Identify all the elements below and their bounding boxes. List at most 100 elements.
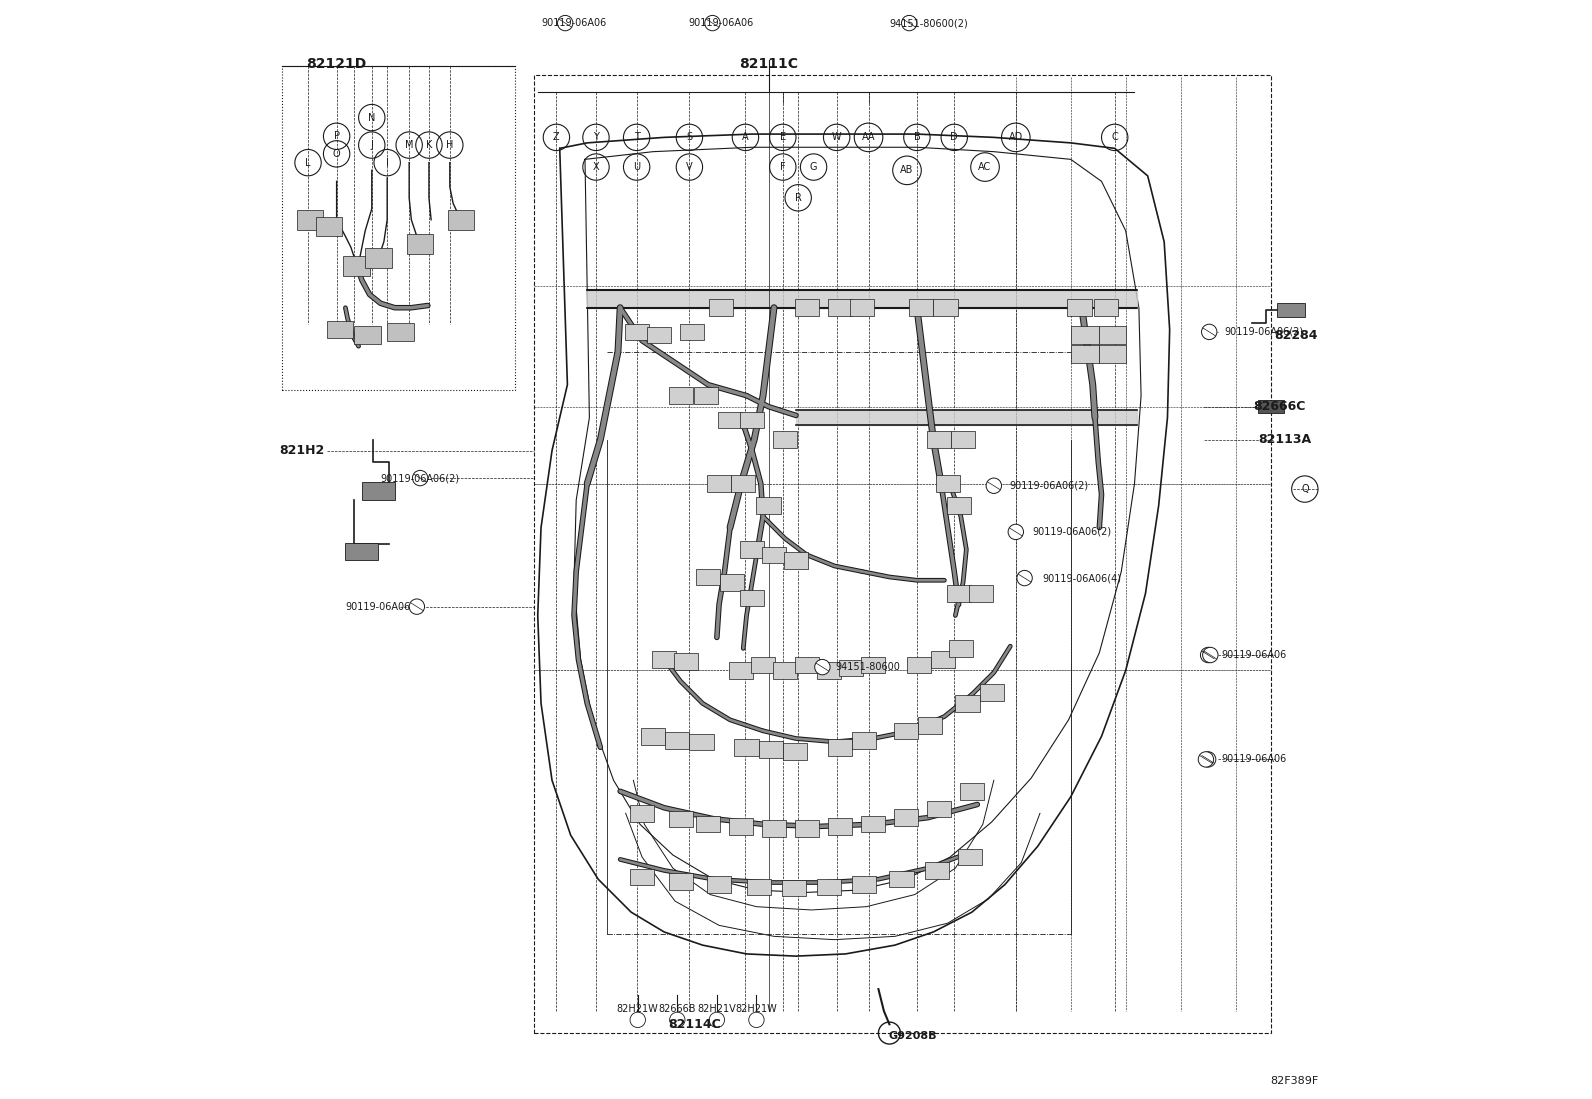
Text: 821H2: 821H2 bbox=[279, 444, 325, 457]
Text: 90119-06A06(2): 90119-06A06(2) bbox=[1224, 326, 1304, 337]
Bar bbox=[646, 328, 670, 343]
Text: N: N bbox=[368, 112, 376, 123]
Bar bbox=[624, 323, 648, 341]
Text: AC: AC bbox=[979, 162, 992, 173]
Bar bbox=[740, 589, 764, 607]
Bar bbox=[669, 387, 693, 403]
Circle shape bbox=[1202, 324, 1216, 340]
Text: 90119-06A06(2): 90119-06A06(2) bbox=[1032, 526, 1111, 537]
Text: AA: AA bbox=[861, 132, 876, 143]
Bar bbox=[907, 656, 931, 673]
Text: A: A bbox=[742, 132, 748, 143]
Circle shape bbox=[409, 599, 425, 614]
Bar bbox=[747, 879, 771, 895]
Bar bbox=[852, 877, 876, 892]
Bar bbox=[740, 411, 764, 428]
Bar bbox=[861, 815, 885, 833]
Bar bbox=[774, 431, 798, 448]
Bar bbox=[751, 656, 775, 673]
Bar bbox=[1277, 303, 1305, 317]
Text: V: V bbox=[686, 162, 693, 173]
Bar bbox=[680, 323, 704, 341]
Text: C: C bbox=[1111, 132, 1118, 143]
Bar bbox=[630, 868, 654, 886]
Bar bbox=[731, 475, 755, 491]
Bar bbox=[960, 782, 984, 800]
Bar bbox=[447, 210, 474, 230]
Text: G9208B: G9208B bbox=[888, 1031, 936, 1042]
Text: 82111C: 82111C bbox=[739, 57, 798, 70]
Bar bbox=[669, 873, 693, 890]
Text: F: F bbox=[780, 162, 785, 173]
Bar bbox=[720, 574, 745, 591]
Bar bbox=[718, 411, 742, 428]
Bar bbox=[756, 497, 780, 513]
Bar bbox=[387, 323, 414, 341]
Text: 94151-80600: 94151-80600 bbox=[836, 662, 901, 673]
Circle shape bbox=[985, 478, 1001, 493]
Text: R: R bbox=[794, 192, 802, 203]
Circle shape bbox=[1017, 570, 1032, 586]
Bar bbox=[345, 543, 379, 560]
Text: 90119-06A06: 90119-06A06 bbox=[541, 18, 607, 29]
Bar bbox=[729, 818, 753, 835]
Bar bbox=[909, 299, 933, 317]
Bar bbox=[927, 431, 950, 448]
Text: 90119-06A06: 90119-06A06 bbox=[1221, 754, 1286, 765]
Text: Q: Q bbox=[1301, 484, 1309, 495]
Bar bbox=[890, 870, 914, 888]
Bar bbox=[408, 234, 433, 254]
Bar bbox=[326, 321, 353, 338]
Bar bbox=[759, 741, 783, 758]
Bar bbox=[696, 569, 720, 586]
Bar bbox=[708, 299, 734, 317]
Text: K: K bbox=[425, 140, 431, 151]
Circle shape bbox=[1200, 752, 1216, 767]
Bar bbox=[955, 696, 979, 712]
Text: U: U bbox=[634, 162, 640, 173]
Text: H: H bbox=[446, 140, 454, 151]
Bar bbox=[794, 820, 818, 837]
Text: 82666C: 82666C bbox=[1253, 400, 1305, 413]
Text: 94151-80600(2): 94151-80600(2) bbox=[890, 18, 968, 29]
Bar bbox=[689, 734, 713, 750]
Text: 90119-06A06: 90119-06A06 bbox=[345, 601, 411, 612]
Bar bbox=[817, 879, 841, 895]
Circle shape bbox=[748, 1012, 764, 1028]
Bar bbox=[1098, 345, 1126, 363]
Bar bbox=[774, 662, 798, 678]
Circle shape bbox=[1008, 524, 1024, 540]
Text: E: E bbox=[780, 132, 786, 143]
Text: 90119-06A06(2): 90119-06A06(2) bbox=[380, 473, 460, 484]
Text: P: P bbox=[334, 131, 339, 142]
Text: M: M bbox=[404, 140, 414, 151]
Bar bbox=[979, 684, 1003, 701]
Bar bbox=[968, 585, 993, 602]
Bar bbox=[936, 475, 960, 491]
Text: W: W bbox=[833, 132, 842, 143]
Bar bbox=[794, 299, 818, 317]
Text: 82H21W: 82H21W bbox=[616, 1003, 659, 1014]
Bar bbox=[1094, 299, 1118, 317]
Bar bbox=[782, 879, 806, 897]
Text: O: O bbox=[333, 148, 341, 159]
Bar bbox=[893, 809, 919, 826]
Bar bbox=[783, 553, 809, 569]
Circle shape bbox=[1199, 752, 1213, 767]
Bar bbox=[535, 75, 1270, 1033]
Text: 82H21V: 82H21V bbox=[697, 1003, 736, 1014]
Bar bbox=[957, 848, 982, 866]
Bar bbox=[861, 656, 885, 673]
Bar bbox=[893, 723, 919, 739]
Bar bbox=[763, 820, 786, 837]
Bar bbox=[729, 662, 753, 678]
Text: 82H21W: 82H21W bbox=[736, 1003, 777, 1014]
Bar bbox=[1071, 326, 1098, 344]
Text: AD: AD bbox=[1009, 132, 1024, 143]
Text: AB: AB bbox=[901, 165, 914, 176]
Bar bbox=[817, 662, 841, 678]
Bar bbox=[282, 66, 514, 390]
Bar bbox=[365, 248, 392, 268]
Circle shape bbox=[630, 1012, 645, 1028]
Text: 82284: 82284 bbox=[1274, 329, 1318, 342]
